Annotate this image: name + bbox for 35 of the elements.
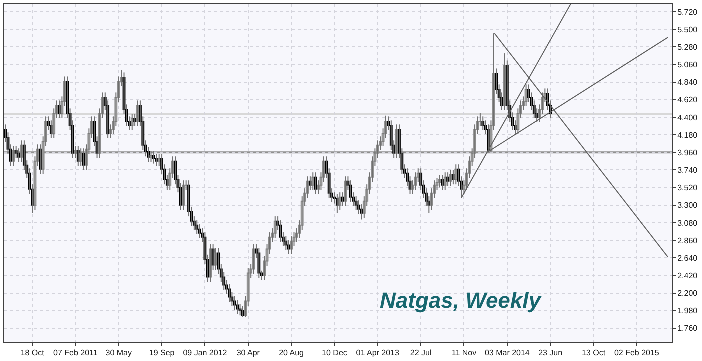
x-tick-label: 19 Sep	[149, 348, 176, 358]
x-tick-label: 20 Aug	[279, 348, 304, 358]
x-tick-label: 01 Apr 2013	[356, 348, 400, 358]
x-tick-label: 11 Nov	[452, 348, 477, 358]
y-tick-label: 3.960	[678, 148, 698, 158]
y-tick-label: 1.980	[678, 306, 698, 316]
y-tick-label: 2.200	[678, 289, 698, 298]
y-tick-label: 5.500	[678, 25, 698, 34]
x-tick-label: 30 May	[106, 348, 132, 358]
y-tick-label: 4.840	[678, 78, 698, 88]
x-tick-label: 03 Mar 2014	[484, 348, 530, 358]
x-tick-label: 30 Apr	[236, 348, 260, 358]
x-tick-label: 22 Jul	[410, 348, 432, 358]
y-tick-label: 4.400	[678, 113, 698, 122]
y-tick-label: 1.760	[678, 324, 698, 334]
x-tick-label: 10 Dec	[322, 348, 348, 358]
y-tick-label: 3.080	[678, 218, 698, 228]
x-tick-label: 18 Oct	[20, 348, 46, 358]
x-tick-label: 23 Jun	[538, 348, 563, 358]
text: Natgas, Weekly	[380, 288, 543, 313]
y-tick-label: 2.640	[678, 254, 698, 263]
x-tick-label: 02 Feb 2015	[614, 348, 660, 358]
x-tick-label: 07 Feb 2011	[54, 348, 98, 358]
x-tick-label: 13 Oct	[582, 348, 606, 358]
y-tick-label: 5.720	[678, 8, 698, 17]
y-tick-label: 3.740	[678, 166, 698, 175]
y-tick-label: 5.280	[678, 42, 698, 52]
y-tick-label: 5.060	[678, 60, 698, 70]
y-tick-label: 2.860	[678, 236, 698, 246]
y-tick-label: 3.520	[678, 184, 698, 193]
x-tick-label: 09 Jan 2012	[183, 348, 228, 358]
y-tick-label: 2.420	[678, 271, 698, 280]
y-tick-label: 4.180	[678, 130, 698, 140]
y-tick-label: 3.300	[678, 201, 698, 210]
y-tick-label: 4.620	[678, 96, 698, 105]
